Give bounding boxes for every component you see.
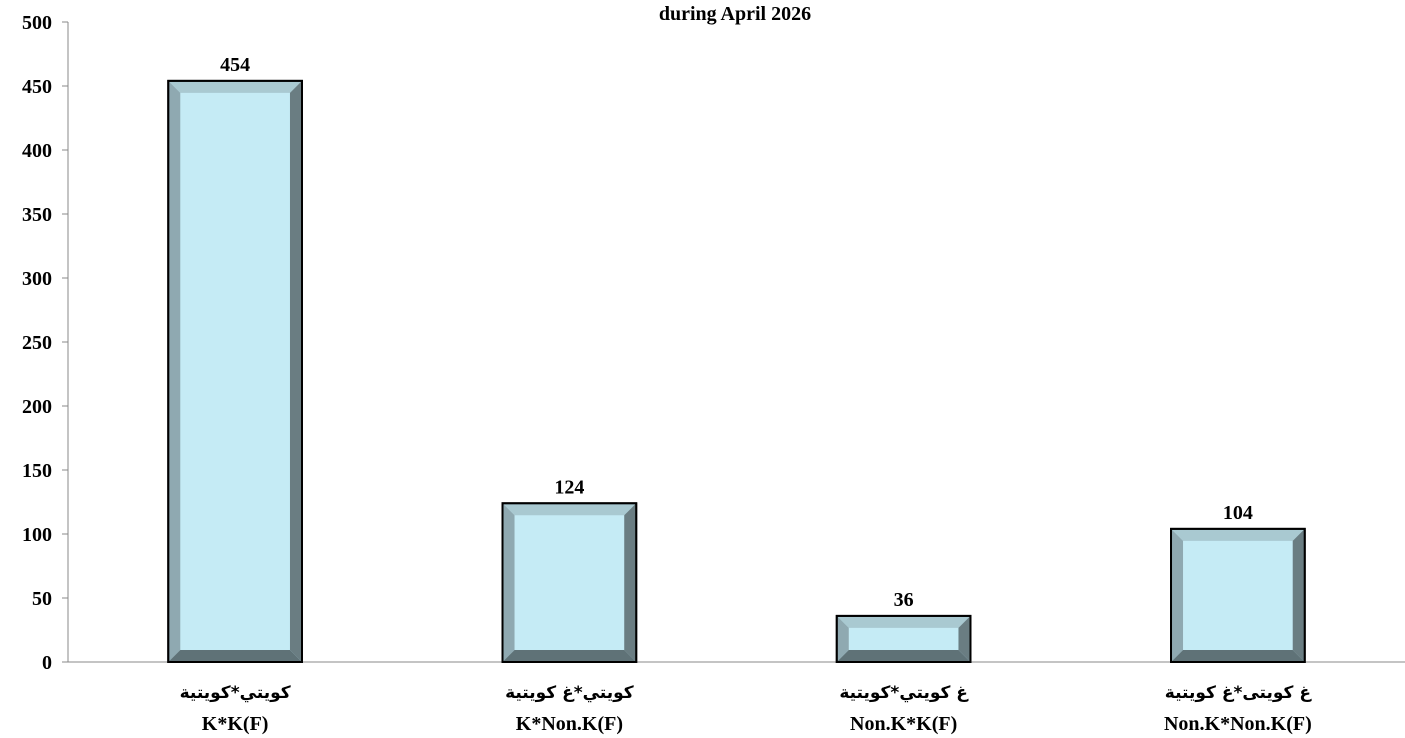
x-tick-label: K*Non.K(F) <box>516 713 623 735</box>
bar-bevel <box>1172 529 1184 661</box>
bar-bevel <box>169 650 301 661</box>
bar-bevel <box>1172 529 1304 541</box>
y-tick-label: 100 <box>22 524 52 546</box>
bar-bevel <box>503 504 636 516</box>
x-tick-label: Non.K*K(F) <box>850 713 957 735</box>
x-tick-label: K*K(F) <box>202 713 269 735</box>
bar-outline <box>167 79 303 663</box>
y-tick-label: 250 <box>22 332 52 354</box>
bar-bevel <box>958 616 970 661</box>
bar-outline <box>835 614 972 663</box>
y-tick-label: 0 <box>42 652 52 674</box>
y-tick-label: 300 <box>22 268 52 290</box>
y-tick-label: 150 <box>22 460 52 482</box>
value-label: 104 <box>1223 502 1253 524</box>
value-label: 124 <box>554 476 584 498</box>
value-label: 454 <box>220 54 250 76</box>
y-tick-label: 500 <box>22 12 52 34</box>
x-tick-label-ar: غ كويتى*غ كويتية <box>1165 683 1313 703</box>
y-tick-label: 200 <box>22 396 52 418</box>
bar-bevel <box>289 81 301 661</box>
y-tick-label: 400 <box>22 140 52 162</box>
bar-bevel <box>1292 529 1304 661</box>
bar-bevel <box>503 650 636 661</box>
value-label: 36 <box>894 589 914 611</box>
bar <box>1170 527 1306 663</box>
y-tick-label: 50 <box>32 588 52 610</box>
y-tick-label: 350 <box>22 204 52 226</box>
bar-bevel <box>624 504 636 661</box>
bar-bevel <box>503 504 515 661</box>
bar <box>167 79 303 663</box>
x-tick-label-ar: كويتي*غ كويتية <box>505 683 634 703</box>
bar-outline <box>1170 527 1306 663</box>
x-tick-label-ar: كويتي*كويتية <box>180 683 291 703</box>
bar-bevel <box>169 81 301 93</box>
bar-outline <box>501 502 638 663</box>
bar-bevel <box>1172 650 1304 661</box>
x-tick-label-ar: غ كويتي*كويتية <box>839 683 969 703</box>
chart-title: during April 2026 <box>659 3 811 25</box>
x-tick-label: Non.K*Non.K(F) <box>1164 713 1312 735</box>
bar-bevel <box>169 81 181 661</box>
bar-bevel <box>837 616 970 628</box>
bar-bevel <box>837 650 970 661</box>
y-tick-label: 450 <box>22 76 52 98</box>
bar-bevel <box>837 616 849 661</box>
bar <box>501 502 638 663</box>
